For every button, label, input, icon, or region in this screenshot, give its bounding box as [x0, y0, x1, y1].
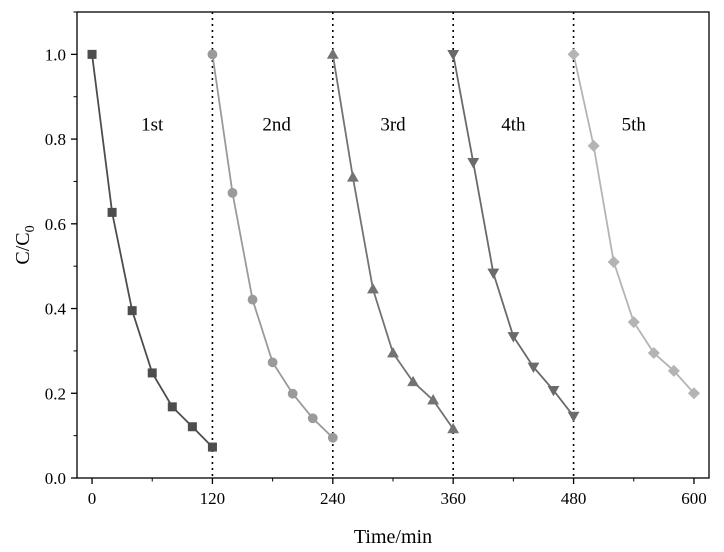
- series-line: [211, 54, 334, 439]
- series-4: [447, 50, 580, 423]
- series-line: [572, 54, 695, 394]
- data-point: [187, 422, 197, 432]
- data-point: [287, 388, 298, 399]
- x-tick-label: 120: [200, 489, 226, 508]
- data-point: [467, 158, 480, 169]
- data-point: [87, 49, 97, 59]
- x-axis-title: Time/min: [354, 526, 432, 548]
- series-5: [567, 48, 700, 400]
- data-point: [346, 171, 359, 182]
- data-point: [567, 411, 580, 423]
- y-tick-label: 0.0: [45, 469, 66, 488]
- data-point: [447, 50, 460, 61]
- series-line: [452, 54, 575, 417]
- data-point: [407, 375, 419, 387]
- cycle-label: 3rd: [380, 115, 406, 136]
- data-point: [327, 432, 338, 443]
- y-tick-label: 0.2: [45, 384, 66, 403]
- y-axis-title-group: C/C0: [12, 225, 38, 264]
- data-point: [307, 413, 318, 424]
- series-line: [91, 54, 214, 448]
- y-axis-title-subscript: 0: [23, 225, 38, 232]
- data-point: [247, 294, 258, 305]
- x-tick-label: 480: [561, 489, 587, 508]
- y-tick-label: 0.4: [45, 300, 67, 319]
- y-tick-label: 1.0: [45, 45, 66, 64]
- data-point: [127, 306, 137, 316]
- x-tick-label: 0: [88, 489, 97, 508]
- x-tick-label: 240: [320, 489, 346, 508]
- cycle-label: 1st: [141, 115, 164, 136]
- cycle-labels: 1st 2nd 3rd 4th 5th: [141, 115, 646, 136]
- data-point: [207, 442, 217, 452]
- data-point: [447, 422, 460, 434]
- x-tick-label: 600: [681, 489, 707, 508]
- x-tick-label: 360: [440, 489, 466, 508]
- data-point: [527, 362, 540, 374]
- series-1: [87, 49, 217, 452]
- data-point: [207, 49, 218, 60]
- series-layer: [87, 48, 700, 452]
- y-axis-title-main: C/C: [12, 232, 34, 264]
- cycle-label: 4th: [501, 115, 526, 136]
- data-point: [107, 207, 117, 217]
- data-point: [587, 139, 600, 152]
- data-point: [487, 268, 500, 279]
- data-point: [267, 357, 278, 368]
- data-point: [507, 332, 520, 343]
- axis-ticks: 0 120 240 360 480 600 0.0 0.2 0.4 0.6 0.8 1.0: [45, 11, 707, 508]
- y-axis-title: C/C0: [12, 225, 38, 264]
- data-point: [627, 316, 640, 329]
- series-line: [331, 54, 454, 430]
- cycle-dividers: [211, 12, 575, 478]
- cycle-label: 2nd: [262, 115, 291, 136]
- series-2: [207, 49, 338, 443]
- data-point: [667, 364, 680, 377]
- data-point: [367, 283, 379, 294]
- data-point: [607, 255, 620, 268]
- y-tick-label: 0.8: [45, 130, 66, 149]
- data-point: [647, 347, 660, 360]
- series-3: [326, 48, 460, 434]
- data-point: [547, 385, 560, 397]
- data-point: [387, 347, 399, 358]
- data-point: [326, 48, 339, 59]
- data-point: [427, 394, 440, 405]
- data-point: [567, 48, 580, 61]
- data-point: [167, 402, 177, 412]
- data-point: [687, 387, 700, 400]
- cycle-label: 5th: [622, 115, 647, 136]
- data-point: [147, 368, 157, 378]
- y-tick-label: 0.6: [45, 215, 66, 234]
- data-point: [227, 187, 238, 198]
